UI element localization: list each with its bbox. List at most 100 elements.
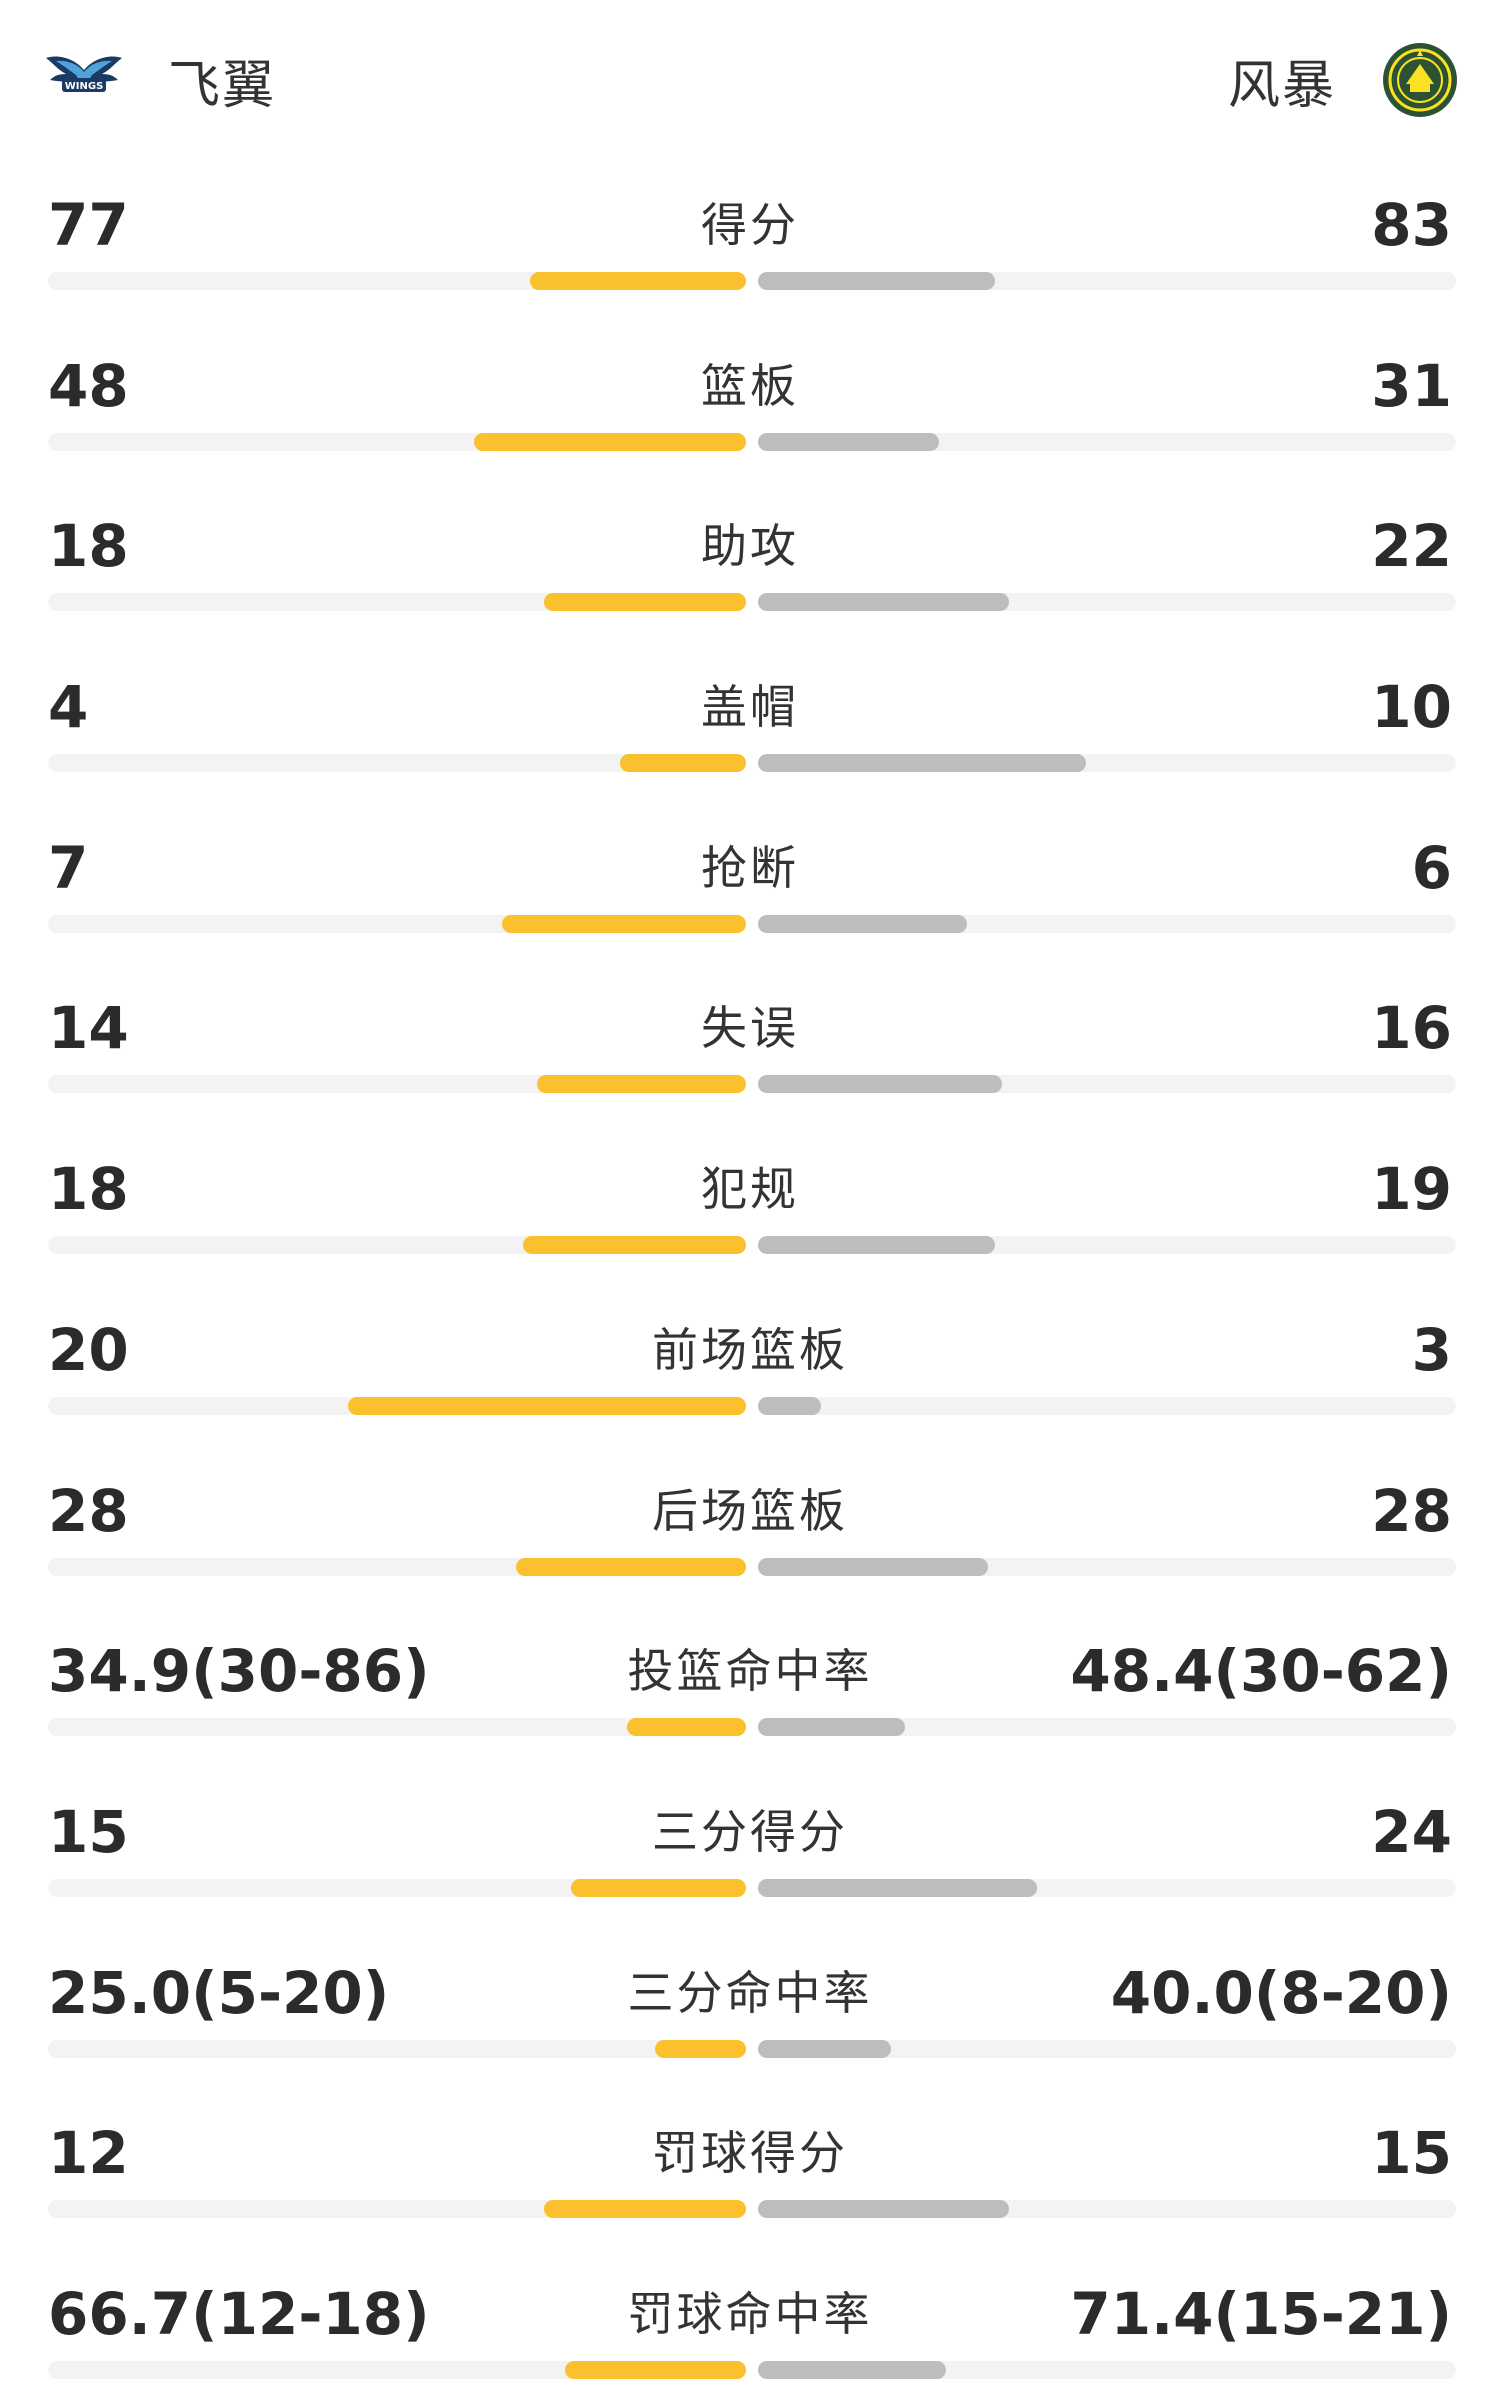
stat-value-right: 10 bbox=[1371, 673, 1452, 742]
stat-value-right: 19 bbox=[1371, 1155, 1452, 1224]
stat-row: 25.0(5-20) 三分命中率 40.0(8-20) bbox=[0, 1928, 1500, 2089]
stat-bar-left bbox=[655, 2039, 746, 2058]
stat-bar-right bbox=[758, 2360, 946, 2379]
stat-row: 18 犯规 19 bbox=[0, 1124, 1500, 1285]
stat-label: 篮板 bbox=[701, 358, 799, 413]
stat-row: 12 罚球得分 15 bbox=[0, 2088, 1500, 2249]
team-name-right: 风暴 bbox=[1227, 55, 1336, 116]
stat-label: 罚球命中率 bbox=[627, 2286, 873, 2341]
stat-bar-right bbox=[758, 1718, 905, 1737]
stat-track-right bbox=[758, 2200, 1456, 2219]
stat-value-right: 28 bbox=[1371, 1476, 1452, 1545]
stat-bar-right bbox=[758, 432, 939, 451]
stat-row: 14 失误 16 bbox=[0, 963, 1500, 1124]
stat-value-left: 28 bbox=[48, 1476, 129, 1545]
stat-track-left bbox=[48, 914, 746, 933]
stat-bar-right bbox=[758, 1236, 995, 1255]
stat-track-left bbox=[48, 432, 746, 451]
stat-track-left bbox=[48, 1396, 746, 1415]
stat-bar-left bbox=[565, 2360, 746, 2379]
stat-row: 66.7(12-18) 罚球命中率 71.4(15-21) bbox=[0, 2249, 1500, 2400]
stat-bar-left bbox=[544, 2200, 746, 2219]
stats-list: 77 得分 83 48 篮板 31 18 助攻 22 4 盖帽 10 7 抢断 6 14 失误 16 18 犯规 19 2… bbox=[0, 160, 1500, 2400]
stat-value-left: 14 bbox=[48, 994, 129, 1063]
stat-track-right bbox=[758, 754, 1456, 773]
stat-label: 后场篮板 bbox=[652, 1483, 848, 1538]
stat-value-right: 22 bbox=[1371, 512, 1452, 581]
stat-track-left bbox=[48, 2360, 746, 2379]
stat-value-left: 7 bbox=[48, 833, 89, 902]
team-header: WINGS 飞翼 风暴 bbox=[0, 0, 1500, 160]
stat-value-right: 24 bbox=[1371, 1797, 1452, 1866]
stat-value-right: 40.0(8-20) bbox=[1110, 1958, 1452, 2027]
stat-bar-left bbox=[620, 754, 746, 773]
stat-track-right bbox=[758, 593, 1456, 612]
team-name-left: 飞翼 bbox=[168, 55, 277, 116]
stat-bar-right bbox=[758, 2039, 891, 2058]
stat-row: 20 前场篮板 3 bbox=[0, 1285, 1500, 1446]
team-left[interactable]: WINGS 飞翼 bbox=[44, 40, 276, 120]
stat-value-right: 3 bbox=[1411, 1315, 1452, 1384]
stat-value-right: 83 bbox=[1371, 191, 1452, 259]
stat-value-left: 15 bbox=[48, 1797, 129, 1866]
storm-logo-icon bbox=[1383, 43, 1457, 117]
stat-bar-right bbox=[758, 272, 995, 290]
stat-label: 助攻 bbox=[701, 519, 799, 574]
stat-bar-left bbox=[627, 1718, 746, 1737]
stat-track-right bbox=[758, 272, 1456, 290]
stat-value-right: 15 bbox=[1371, 2119, 1452, 2188]
stat-row: 28 后场篮板 28 bbox=[0, 1446, 1500, 1607]
stat-label: 犯规 bbox=[701, 1162, 799, 1217]
stat-track-left bbox=[48, 1075, 746, 1094]
stat-value-left: 18 bbox=[48, 512, 129, 581]
stat-value-left: 18 bbox=[48, 1155, 129, 1224]
stat-value-right: 48.4(30-62) bbox=[1070, 1637, 1452, 1706]
stat-label: 三分得分 bbox=[652, 1804, 848, 1859]
wings-logo-icon: WINGS bbox=[46, 56, 122, 92]
stat-value-right: 31 bbox=[1371, 351, 1452, 420]
stat-row: 7 抢断 6 bbox=[0, 803, 1500, 964]
stat-bar-right bbox=[758, 914, 967, 933]
stat-bar-right bbox=[758, 1557, 988, 1576]
stat-value-right: 16 bbox=[1371, 994, 1452, 1063]
stat-track-left bbox=[48, 1236, 746, 1255]
stat-label: 三分命中率 bbox=[627, 1965, 873, 2020]
stat-bar-left bbox=[537, 1075, 746, 1094]
stat-track-right bbox=[758, 1236, 1456, 1255]
stat-value-right: 6 bbox=[1411, 833, 1452, 902]
stat-track-left bbox=[48, 272, 746, 290]
stat-row: 15 三分得分 24 bbox=[0, 1767, 1500, 1928]
stat-bar-left bbox=[502, 914, 746, 933]
stat-value-left: 48 bbox=[48, 351, 129, 420]
stat-track-left bbox=[48, 593, 746, 612]
stat-value-left: 66.7(12-18) bbox=[48, 2279, 430, 2348]
stat-row: 18 助攻 22 bbox=[0, 481, 1500, 642]
stat-bar-left bbox=[530, 272, 746, 290]
stat-label: 盖帽 bbox=[701, 680, 799, 735]
stat-bar-left bbox=[571, 1878, 746, 1897]
stat-label: 失误 bbox=[701, 1001, 799, 1056]
stat-bar-left bbox=[516, 1557, 746, 1576]
stat-track-right bbox=[758, 914, 1456, 933]
stat-track-right bbox=[758, 2039, 1456, 2058]
stat-track-left bbox=[48, 754, 746, 773]
team-right[interactable]: 风暴 bbox=[1228, 40, 1460, 120]
stat-bar-left bbox=[544, 593, 746, 612]
stat-bar-right bbox=[758, 754, 1086, 773]
stat-bar-left bbox=[474, 432, 746, 451]
stat-row: 77 得分 83 bbox=[0, 160, 1500, 321]
stat-label: 罚球得分 bbox=[652, 2126, 848, 2181]
stat-track-right bbox=[758, 1557, 1456, 1576]
stat-value-left: 25.0(5-20) bbox=[48, 1958, 390, 2027]
stat-value-left: 34.9(30-86) bbox=[48, 1637, 430, 1706]
stat-label: 前场篮板 bbox=[652, 1322, 848, 1377]
stat-row: 4 盖帽 10 bbox=[0, 642, 1500, 803]
stat-label: 投篮命中率 bbox=[627, 1644, 873, 1699]
stat-bar-left bbox=[523, 1236, 746, 1255]
stat-value-left: 12 bbox=[48, 2119, 129, 2188]
stat-bar-right bbox=[758, 1075, 1002, 1094]
stat-track-right bbox=[758, 1075, 1456, 1094]
stat-value-right: 71.4(15-21) bbox=[1070, 2279, 1452, 2348]
stat-label: 抢断 bbox=[701, 840, 799, 895]
stat-row: 34.9(30-86) 投篮命中率 48.4(30-62) bbox=[0, 1606, 1500, 1767]
